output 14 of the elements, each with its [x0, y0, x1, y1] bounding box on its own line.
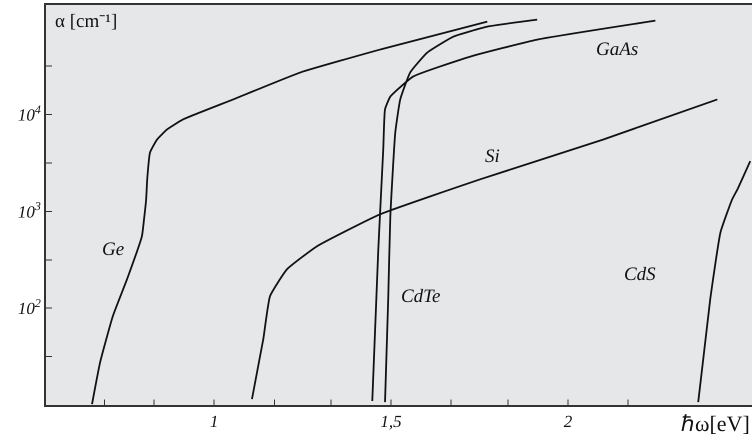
y-tick-label: 10$^{4}$ [18, 102, 41, 124]
y-tick-label: 10$^{3}$ [18, 199, 41, 222]
x-axis-title: ℏω[eV] [681, 411, 750, 436]
series-label: Si [485, 146, 500, 167]
text: CdS [624, 264, 656, 285]
line-series [697, 160, 752, 404]
series-label: GaAs [596, 39, 638, 60]
x-tick-label: 1,5 [380, 412, 402, 432]
y-tick-label: 10$^{2}$ [18, 296, 41, 318]
y-axis-title: α [cm⁻¹] [55, 11, 118, 32]
series-label: CdTe [401, 286, 440, 307]
x-tick-label: 2 [564, 412, 573, 432]
x-tick-label: 1 [210, 412, 218, 432]
series-label: Ge [102, 239, 124, 260]
